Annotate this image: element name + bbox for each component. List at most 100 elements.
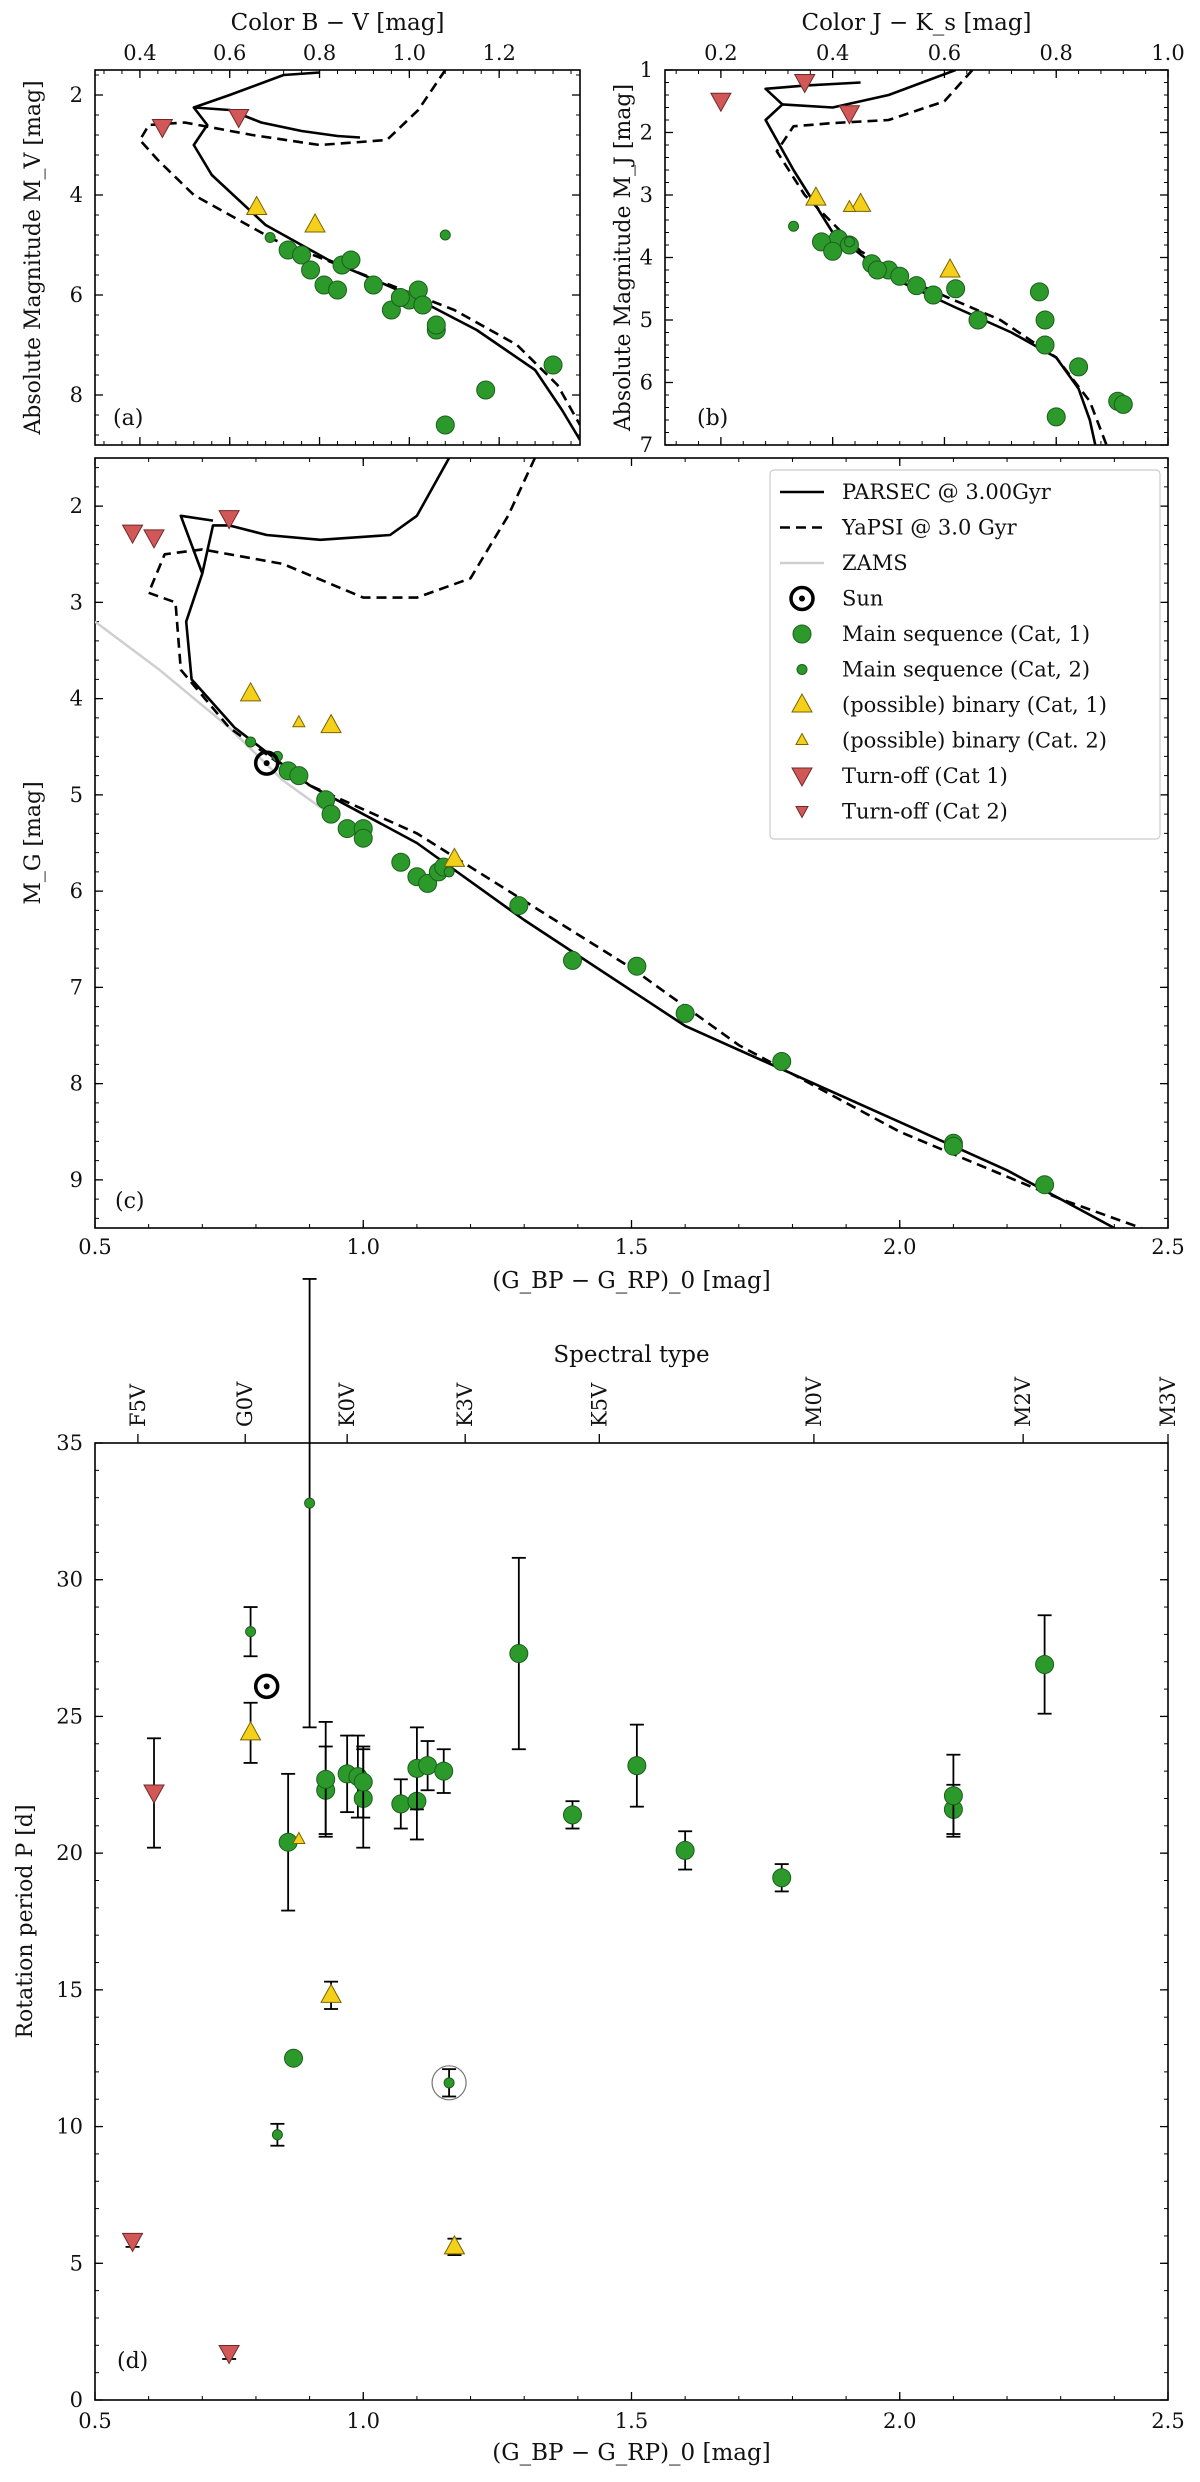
point-d-to1-1: [143, 1784, 165, 1805]
x-tick-label: 2.0: [883, 2409, 916, 2433]
y-tick-label: 7: [70, 975, 83, 999]
y-tick-label: 25: [56, 1704, 83, 1728]
point-b-ms2-0: [788, 220, 800, 232]
y-tick-label: 2: [640, 121, 653, 145]
x-tick-label: 1.5: [615, 1235, 648, 1259]
point-legend-ms1-4: [792, 624, 812, 644]
y-tick-label: 8: [70, 1072, 83, 1096]
point-d-circled-0: [431, 2065, 467, 2101]
y-tick-label: 1: [640, 58, 653, 82]
point-c-ms1-13: [562, 950, 582, 970]
point-c-ms1-12: [509, 896, 529, 916]
point-c-to1-1: [143, 529, 165, 549]
point-d-ms1-17: [772, 1868, 792, 1888]
curve-yapsi: [775, 70, 1108, 445]
spectral-type-label: K5V: [587, 1382, 611, 1427]
plot-frame: [94, 1442, 1169, 2401]
y-tick-label: 20: [56, 1841, 83, 1865]
point-d-ms1-1: [284, 2048, 304, 2068]
point-legend-to2-9: [795, 806, 809, 819]
panel-label: (a): [113, 406, 143, 431]
y-axis-title: Rotation period P [d]: [13, 1804, 38, 2038]
spectral-type-label: K0V: [335, 1382, 359, 1427]
x-tick-label: 1.0: [347, 2409, 380, 2433]
spectral-type-label: K3V: [453, 1382, 477, 1427]
legend-label: (possible) binary (Cat. 2): [842, 729, 1107, 753]
point-c-to1-0: [121, 524, 144, 545]
point-d-to1-0: [121, 2232, 144, 2253]
y-tick-label: 2: [70, 494, 83, 518]
y-tick-label: 6: [640, 371, 653, 395]
point-c-ms1-15: [675, 1003, 695, 1023]
point-c-ms1-19: [1035, 1175, 1055, 1195]
point-legend-sun-3: [789, 585, 815, 612]
points-c: [121, 510, 1055, 1195]
point-a-ms1-15: [435, 415, 455, 435]
point-d-ms2-1: [271, 2129, 283, 2141]
x-tick-label: 1.5: [615, 2409, 648, 2433]
point-c-ms1-14: [627, 956, 647, 976]
point-legend-to1-8: [791, 767, 813, 788]
point-a-bin1-1: [304, 212, 326, 233]
point-a-ms1-13: [390, 288, 410, 307]
point-d-sun-0: [253, 1673, 280, 1700]
y-tick-label: 10: [56, 2115, 83, 2139]
curves-b: [764, 70, 1108, 445]
points-d: [121, 1278, 1055, 2365]
x-tick-label: 0.6: [213, 41, 246, 65]
point-b-ms1-12: [1035, 310, 1055, 330]
point-b-to1-2: [838, 105, 861, 125]
point-c-ms1-7: [391, 852, 411, 872]
point-b-ms1-15: [1069, 357, 1089, 377]
x-tick-label: 0.8: [1040, 41, 1073, 65]
y-tick-label: 5: [70, 783, 83, 807]
x-tick-label: 2.5: [1151, 2409, 1184, 2433]
legend-label: Turn-off (Cat 2): [842, 800, 1008, 824]
y-tick-label: 4: [70, 183, 83, 207]
top-axis-title: Spectral type: [553, 1342, 709, 1368]
point-legend-bin2-7: [795, 732, 809, 745]
y-tick-label: 7: [640, 433, 653, 457]
point-b-bin1-0: [805, 186, 827, 206]
y-tick-label: 15: [56, 1978, 83, 2002]
point-d-ms2-0: [245, 1626, 257, 1638]
point-d-ms1-7: [353, 1772, 373, 1792]
curves-a: [138, 70, 580, 441]
point-a-ms1-12: [301, 260, 321, 280]
x-tick-label: 0.5: [78, 2409, 111, 2433]
point-b-ms1-4: [907, 276, 926, 296]
curve-parsec: [184, 458, 1115, 1228]
curve-parsec-upper: [764, 81, 861, 106]
point-c-ms2-0: [245, 736, 257, 748]
y-tick-label: 9: [70, 1168, 83, 1192]
legend: PARSEC @ 3.00Gyr YaPSI @ 3.0 Gyr ZAMS Sun Ma…: [769, 469, 1161, 840]
point-d-ms1-15: [627, 1756, 647, 1776]
x-tick-label: 1.0: [393, 41, 426, 65]
point-c-ms2-2: [443, 866, 455, 878]
y-tick-label: 3: [70, 590, 83, 614]
y-tick-label: 4: [70, 687, 83, 711]
point-b-bin2-0: [842, 199, 857, 212]
point-d-ms1-19: [943, 1786, 963, 1806]
panel-label: (d): [117, 2349, 148, 2374]
point-a-ms2-0: [264, 232, 276, 243]
y-tick-label: 6: [70, 283, 83, 307]
plot-frame: [664, 69, 1169, 446]
point-a-bin1-0: [245, 195, 268, 215]
spectral-type-label: G0V: [233, 1381, 257, 1427]
x-tick-label: 2.0: [883, 1235, 916, 1259]
panel-a: 0.4 0.6 0.8 1.0 1.2 2 4 6 8 (a) Color B − V [mag] A…: [21, 10, 581, 446]
point-b-ms1-13: [1035, 335, 1055, 355]
legend-label: ZAMS: [842, 551, 908, 575]
point-d-ms1-14: [562, 1805, 582, 1825]
curve-parsec: [764, 70, 1097, 445]
x-tick-label: 0.6: [928, 41, 961, 65]
panel-c: 0.5 1.0 1.5 2.0 2.5 2 3 4 5 6 7 8 9 (c) (G_BP − G_RP)_…: [21, 457, 1185, 1294]
point-d-ms1-13: [509, 1644, 529, 1664]
y-tick-label: 30: [56, 1568, 83, 1592]
point-d-bin1-2: [443, 2234, 466, 2255]
y-tick-label: 5: [640, 308, 653, 332]
point-a-ms1-11: [292, 245, 312, 265]
point-b-ms1-14: [1029, 282, 1049, 302]
